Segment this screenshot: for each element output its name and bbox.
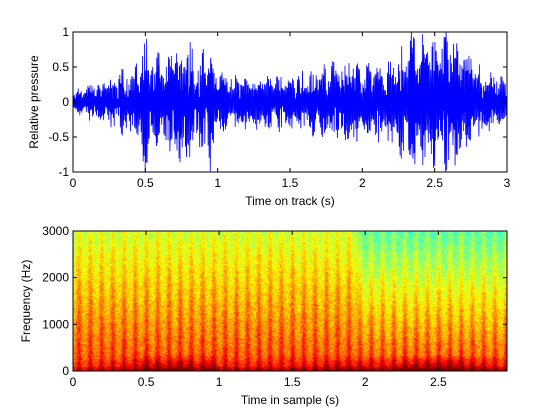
waveform-y-tick-label: 0.5 [52, 60, 69, 74]
spectrogram-x-tick-label: 1.5 [284, 375, 301, 389]
spectrogram-x-tick-label: 0.5 [138, 375, 155, 389]
spectrogram-y-tick-label: 0 [62, 364, 69, 378]
waveform-x-tick-label: 2.5 [426, 176, 443, 190]
waveform-x-tick-label: 2 [359, 176, 366, 190]
spectrogram-heatmap [73, 231, 507, 371]
spectrogram-x-tick-label: 0 [70, 375, 77, 389]
spectrogram-panel: 0 0.5 1 1.5 2 2.5 0 1000 2000 3000 Time in sampl… [19, 224, 508, 407]
waveform-y-tick-label: 0 [62, 95, 69, 109]
spectrogram-axes-frame [72, 230, 508, 372]
spectrogram-y-tick-label: 3000 [42, 224, 69, 238]
waveform-x-tick-label: 0.5 [137, 176, 154, 190]
waveform-y-ticks: -1 -0.5 0 0.5 1 [48, 25, 507, 179]
spectrogram-y-axis-label: Frequency (Hz) [19, 260, 33, 343]
waveform-x-tick-label: 1.5 [282, 176, 299, 190]
spectrogram-x-tick-label: 2 [362, 375, 369, 389]
waveform-panel: 0 0.5 1 1.5 2 2.5 3 -1 -0.5 0 0.5 1 Time on track … [27, 25, 511, 208]
waveform-line [73, 32, 507, 172]
waveform-y-tick-label: -0.5 [48, 130, 69, 144]
spectrogram-x-ticks: 0 0.5 1 1.5 2 2.5 [70, 231, 447, 389]
waveform-y-axis-label: Relative pressure [27, 55, 41, 149]
spectrogram-y-tick-label: 2000 [42, 271, 69, 285]
waveform-x-tick-label: 0 [70, 176, 77, 190]
spectrogram-x-tick-label: 2.5 [430, 375, 447, 389]
spectrogram-x-tick-label: 1 [216, 375, 223, 389]
waveform-x-axis-label: Time on track (s) [245, 194, 335, 208]
waveform-x-tick-label: 3 [504, 176, 511, 190]
spectrogram-y-tick-label: 1000 [42, 317, 69, 331]
spectrogram-image-holder [73, 231, 507, 371]
waveform-y-tick-label: 1 [62, 25, 69, 39]
waveform-x-ticks: 0 0.5 1 1.5 2 2.5 3 [70, 32, 511, 190]
waveform-y-tick-label: -1 [58, 165, 69, 179]
waveform-x-tick-label: 1 [214, 176, 221, 190]
spectrogram-y-ticks: 0 1000 2000 3000 [42, 224, 507, 378]
spectrogram-x-axis-label: Time in sample (s) [241, 393, 339, 407]
